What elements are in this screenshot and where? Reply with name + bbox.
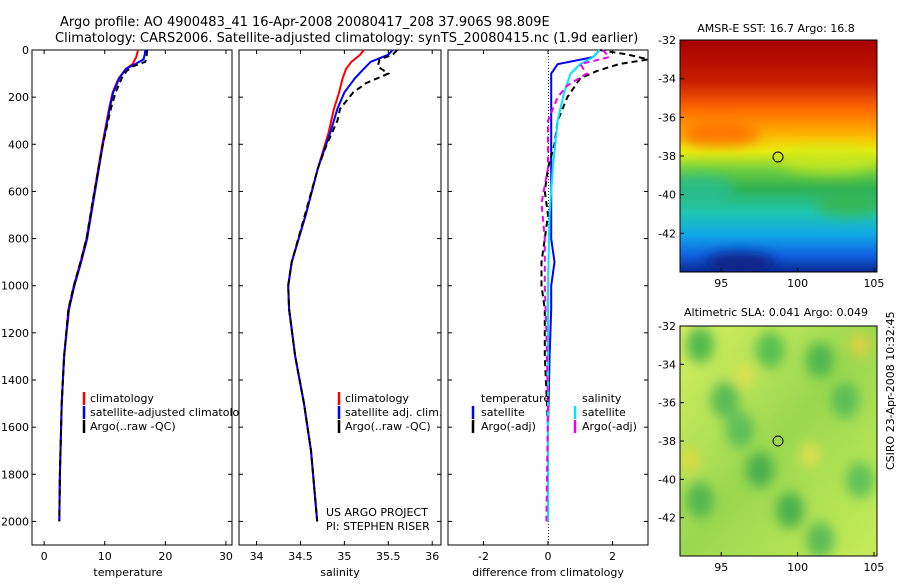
x-tick-label: -2 (478, 550, 489, 563)
sla-anomaly-blob (850, 333, 870, 357)
map-x-tick-label: 105 (863, 561, 884, 574)
sla-anomaly-blob (735, 363, 755, 387)
x-tick-label: 34.5 (288, 550, 313, 563)
sst-map-panel: AMSR-E SST: 16.7 Argo: 16.8 (658, 22, 884, 574)
sla-anomaly-blob (726, 412, 754, 448)
map-x-tick-label: 95 (714, 277, 728, 290)
sla-anomaly-blob (846, 462, 874, 498)
y-tick-label: 400 (8, 138, 29, 151)
series-argo-raw-qc- (58, 49, 149, 522)
sla-anomaly-blob (800, 443, 820, 467)
temperature-xlabel: temperature (93, 566, 162, 579)
x-tick-label: 36 (425, 550, 439, 563)
legend-salinity-title: salinity (582, 392, 622, 405)
map-y-tick-label: -36 (658, 111, 676, 124)
y-tick-label: 0 (22, 44, 29, 57)
legend-sal-argo: Argo(-adj) (582, 420, 637, 433)
salinity-axes (238, 49, 442, 546)
pi-annotation: PI: STEPHEN RISER (326, 520, 430, 533)
legend-satellite: satellite adj. clim. (345, 406, 442, 419)
map-y-tick-label: -36 (658, 397, 676, 410)
legend-satellite: satellite-adjusted climatology (90, 406, 253, 419)
sla-anomaly-blob (831, 382, 859, 418)
sla-anomaly-blob (746, 452, 774, 488)
y-tick-label: 1600 (1, 421, 29, 434)
y-tick-label: 1200 (1, 327, 29, 340)
salinity-legend: climatology satellite adj. clim. Argo(..… (337, 392, 442, 433)
salinity-xlabel: salinity (320, 566, 360, 579)
x-tick-label: 34 (250, 550, 264, 563)
legend-climatology: climatology (345, 392, 409, 405)
sla-anomaly-blob (711, 382, 739, 418)
sla-anomaly-blob (680, 448, 700, 472)
sst-map-title: AMSR-E SST: 16.7 Argo: 16.8 (697, 22, 855, 35)
sla-anomaly-blob (806, 522, 834, 556)
legend-argo: Argo(..raw -QC) (90, 420, 176, 433)
series-salinity-satellite (547, 49, 601, 522)
legend-argo: Argo(..raw -QC) (345, 420, 431, 433)
map-x-tick-label: 100 (787, 561, 808, 574)
difference-legend: temperature satellite Argo(-adj) salinit… (471, 392, 637, 433)
map-y-tick-label: -32 (658, 34, 676, 47)
map-y-tick-label: -34 (658, 73, 676, 86)
temperature-panel: 0 200 400 600 800 1000 1200 1400 1600 1800 2000 0 10… (1, 44, 253, 579)
map-x-tick-label: 105 (863, 277, 884, 290)
map-y-tick-label: -42 (658, 227, 676, 240)
sla-anomaly-blob (806, 342, 834, 378)
x-tick-label: 0 (41, 550, 48, 563)
x-tick-label: 2 (609, 550, 616, 563)
figure-title-line2: Climatology: CARS2006. Satellite-adjuste… (55, 31, 638, 46)
sla-anomaly-blob (756, 332, 784, 368)
map-y-tick-label: -40 (658, 189, 676, 202)
map-y-tick-label: -40 (658, 473, 676, 486)
legend-temp-satellite: satellite (481, 406, 525, 419)
x-tick-label: 35.5 (376, 550, 401, 563)
x-tick-label: 35 (337, 550, 351, 563)
project-annotation: US ARGO PROJECT (326, 506, 428, 519)
x-tick-label: 10 (98, 550, 112, 563)
difference-panel: -2 0 2 difference from climatology tempera… (447, 49, 649, 579)
temperature-axes (31, 49, 233, 546)
x-tick-label: 30 (219, 550, 233, 563)
sst-argo-marker (772, 151, 784, 163)
map-x-tick-label: 100 (787, 277, 808, 290)
y-tick-label: 800 (8, 233, 29, 246)
credit-timestamp: CSIRO 23-Apr-2008 10:32:45 (884, 311, 897, 470)
y-tick-label: 2000 (1, 515, 29, 528)
y-tick-label: 1000 (1, 280, 29, 293)
legend-sal-satellite: satellite (582, 406, 626, 419)
map-y-tick-label: -42 (658, 512, 676, 525)
map-y-tick-label: -32 (658, 320, 676, 333)
salinity-panel: 34 34.5 35 35.5 36 salinity climatology sate… (238, 49, 442, 579)
series-temperature-satellite (547, 49, 601, 522)
temperature-legend: climatology satellite-adjusted climatolo… (82, 392, 253, 433)
map-x-tick-label: 95 (714, 561, 728, 574)
sla-anomaly-blob (686, 327, 714, 363)
y-tick-label: 1400 (1, 374, 29, 387)
legend-temperature-title: temperature (481, 392, 550, 405)
legend-temp-argo: Argo(-adj) (481, 420, 536, 433)
sla-map-title: Altimetric SLA: 0.041 Argo: 0.049 (684, 306, 868, 319)
sla-argo-marker (772, 435, 784, 447)
sla-anomaly-blob (776, 492, 804, 528)
difference-xlabel: difference from climatology (472, 566, 624, 579)
y-tick-label: 1800 (1, 468, 29, 481)
map-y-tick-label: -34 (658, 358, 676, 371)
x-tick-label: 0 (545, 550, 552, 563)
map-y-tick-label: -38 (658, 435, 676, 448)
y-tick-label: 200 (8, 91, 29, 104)
legend-climatology: climatology (90, 392, 154, 405)
sla-anomaly-blob (686, 482, 714, 518)
figure-title-line1: Argo profile: AO 4900483_41 16-Apr-2008 … (60, 15, 550, 30)
y-tick-label: 600 (8, 185, 29, 198)
series-salinity-argo-adj- (540, 49, 612, 522)
x-tick-label: 20 (158, 550, 172, 563)
map-y-tick-label: -38 (658, 150, 676, 163)
